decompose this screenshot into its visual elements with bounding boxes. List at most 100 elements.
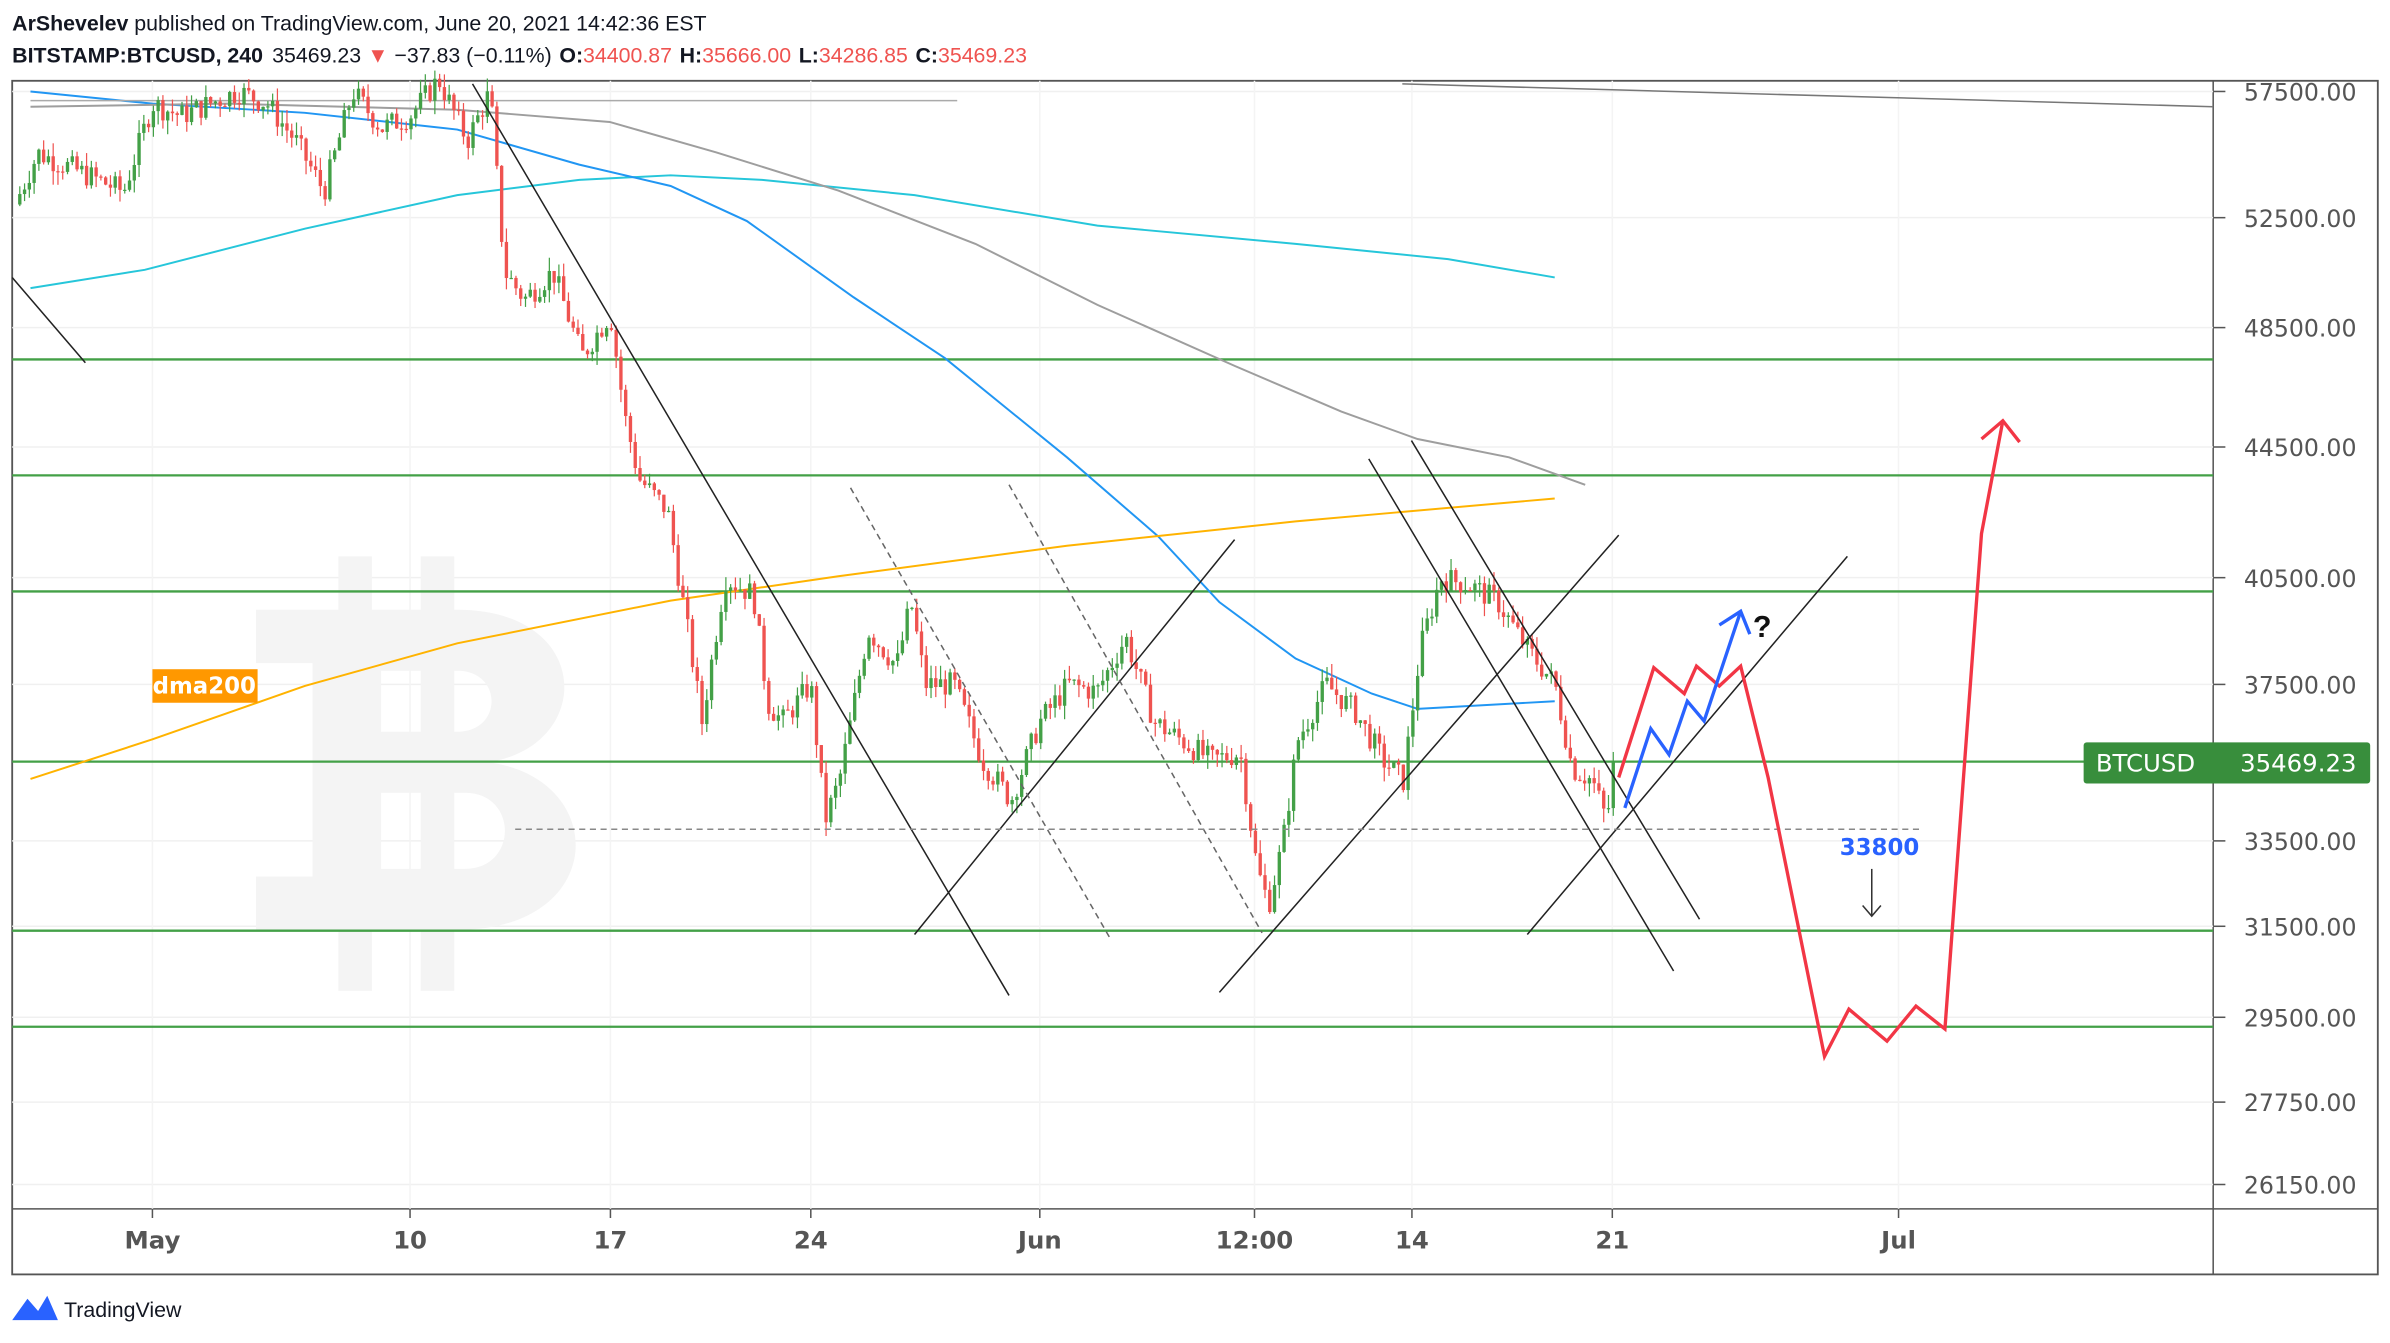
price-axis[interactable]: 57500.00 52500.00 48500.00 44500.00 40500.00…	[2213, 79, 2356, 1200]
candle-up	[714, 641, 719, 660]
candle-up	[213, 101, 218, 104]
candle-down	[1000, 771, 1005, 782]
candle-up	[724, 590, 728, 612]
candle-up	[80, 165, 84, 170]
candle-down	[643, 480, 647, 486]
candle-down	[881, 647, 885, 658]
candle-up	[547, 270, 552, 291]
candle-down	[872, 637, 876, 646]
candle-down	[576, 327, 580, 335]
candle-down	[490, 91, 494, 107]
candle-up	[776, 715, 781, 721]
candle-up	[485, 91, 490, 117]
candle-up	[748, 583, 752, 599]
candle-up	[1167, 732, 1172, 735]
candle-down	[624, 389, 628, 417]
candle-down	[581, 334, 585, 351]
candle-down	[285, 123, 289, 131]
candle-up	[929, 678, 933, 689]
trend-line	[11, 276, 86, 364]
candle-up	[1291, 759, 1296, 811]
candle-down	[366, 96, 370, 114]
candle-down	[1535, 648, 1539, 665]
candle-down	[514, 277, 518, 289]
candle-up	[228, 92, 232, 107]
candle-down	[1182, 737, 1186, 749]
candle-up	[1091, 685, 1095, 699]
candle-down	[1186, 748, 1191, 752]
trend-line	[471, 83, 1010, 996]
current-price-badge	[2083, 742, 2371, 784]
candle-down	[1334, 689, 1339, 696]
candle-down	[1540, 664, 1544, 677]
candle-up	[123, 189, 127, 192]
question-mark: ?	[1753, 610, 1772, 644]
candle-down	[1554, 671, 1558, 687]
x-tick-label: 17	[593, 1225, 627, 1254]
candle-up	[347, 107, 351, 111]
candle-down	[1387, 767, 1391, 769]
candle-down	[1368, 723, 1372, 749]
candle-down	[614, 329, 618, 357]
candle-up	[523, 296, 528, 299]
candle-up	[1415, 675, 1420, 711]
candle-down	[977, 738, 981, 761]
candle-down	[41, 149, 46, 163]
candle-up	[1196, 739, 1200, 761]
candle-up	[996, 771, 1000, 785]
y-tick-label: 52500.00	[2244, 205, 2357, 233]
candle-down	[99, 176, 103, 178]
candle-up	[1587, 778, 1592, 784]
trend-lines[interactable]	[11, 83, 1924, 996]
candle-up	[1120, 646, 1124, 664]
candle-down	[1229, 760, 1234, 765]
time-axis[interactable]: May 10 17 24 Jun 12:00 14 21 Jul	[125, 1208, 1916, 1255]
candle-up	[1206, 745, 1210, 756]
current-price-value: 35469.23	[2240, 748, 2356, 777]
candle-down	[1582, 780, 1587, 784]
x-tick-label: 10	[393, 1225, 427, 1254]
x-tick-label: 14	[1395, 1225, 1429, 1254]
candle-up	[666, 510, 671, 513]
candle-down	[1568, 747, 1572, 759]
candle-up	[270, 100, 275, 107]
y-tick-label: 37500.00	[2244, 672, 2357, 700]
candle-down	[461, 110, 466, 137]
candle-down	[323, 186, 327, 200]
candle-down	[819, 745, 823, 773]
candle-up	[800, 684, 804, 696]
candle-up	[705, 700, 709, 725]
candle-down	[299, 135, 303, 139]
candle-up	[27, 182, 32, 190]
candle-down	[1148, 684, 1153, 723]
candle-up	[528, 289, 532, 297]
candle-down	[652, 483, 656, 491]
candle-down	[237, 102, 241, 105]
trend-line	[1410, 440, 1701, 920]
candle-down	[251, 90, 256, 102]
ma-blue-line	[30, 90, 1555, 710]
candle-up	[1315, 701, 1320, 723]
candle-down	[1253, 830, 1258, 854]
candle-down	[619, 356, 623, 390]
candle-down	[805, 684, 809, 698]
x-tick-label: May	[125, 1225, 181, 1254]
candle-down	[380, 129, 385, 132]
candle-up	[294, 135, 299, 138]
candle-down	[609, 328, 614, 330]
candle-down	[1077, 679, 1081, 686]
candle-down	[218, 101, 222, 106]
candle-up	[719, 611, 723, 642]
blue-projection-path	[1623, 610, 1743, 809]
candle-up	[280, 123, 284, 127]
candle-down	[256, 101, 261, 111]
candle-up	[1525, 638, 1530, 645]
tradingview-logo[interactable]: TradingView	[12, 1295, 182, 1322]
candle-up	[1506, 615, 1510, 617]
candle-down	[1225, 753, 1229, 761]
candle-up	[471, 122, 475, 148]
candle-up	[18, 194, 22, 205]
candle-down	[437, 78, 442, 88]
candle-up	[194, 101, 198, 108]
